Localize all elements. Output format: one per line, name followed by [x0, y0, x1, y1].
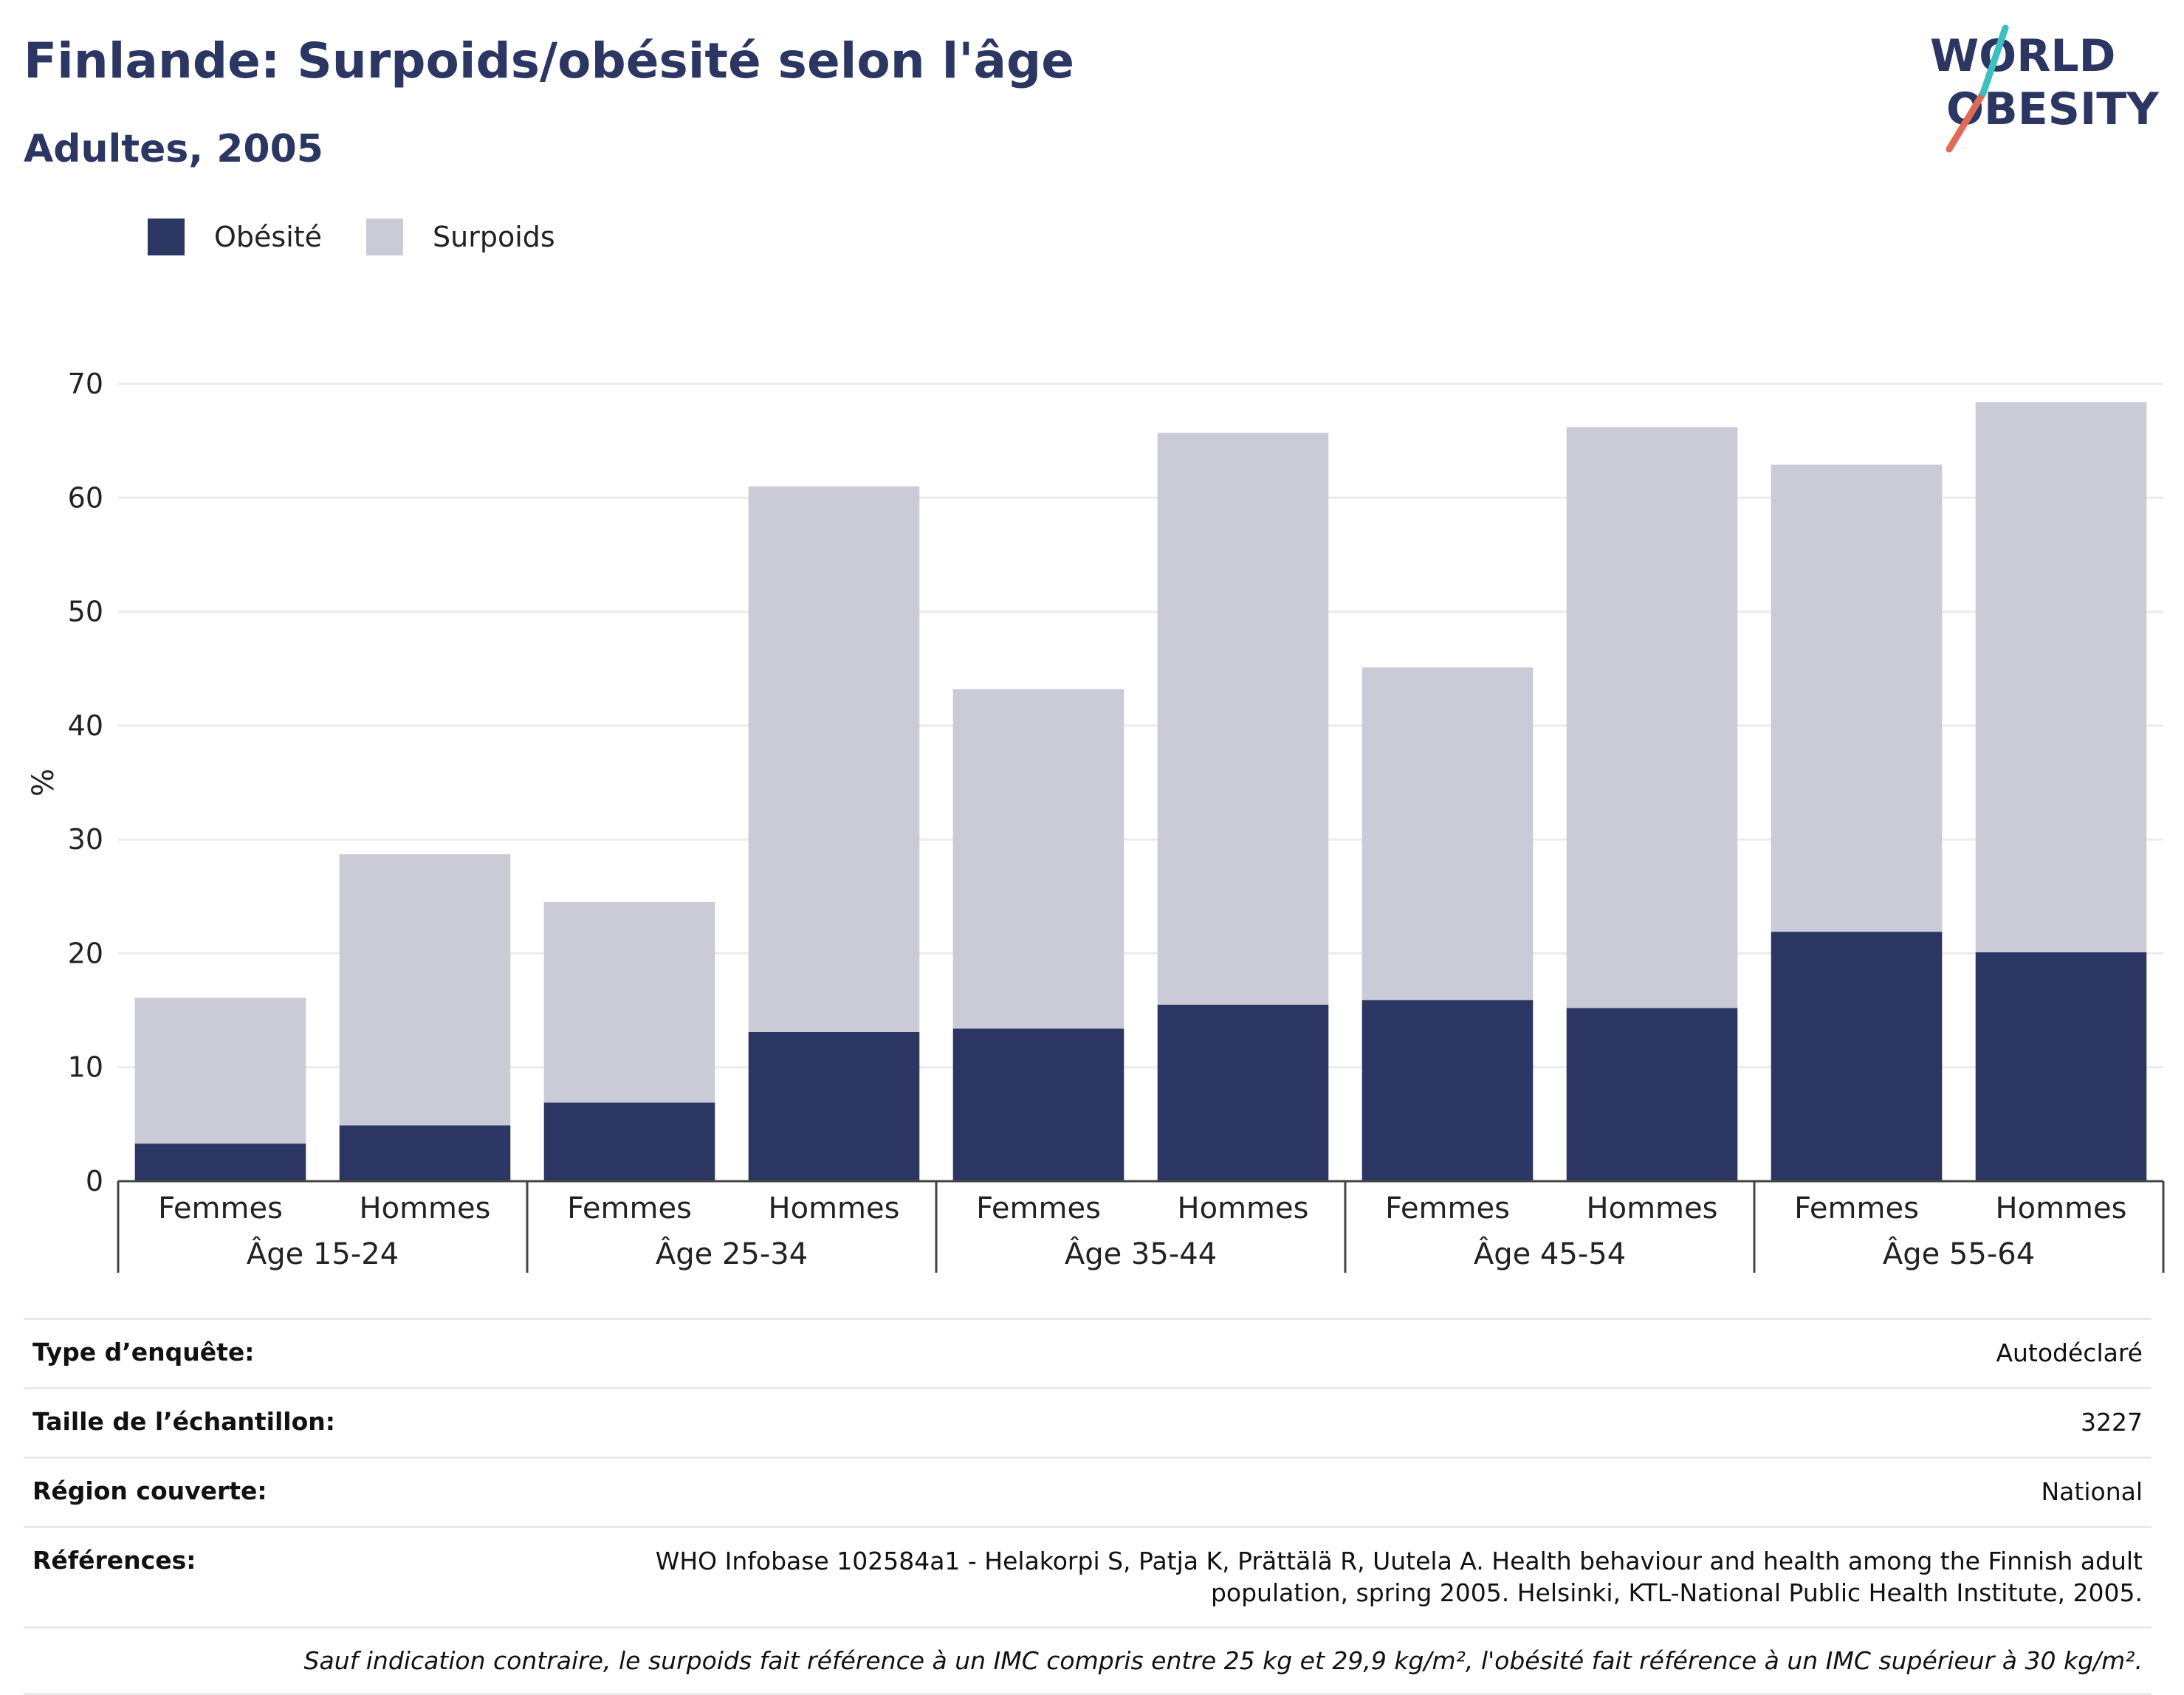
group-label: Âge 25-34: [656, 1236, 808, 1271]
x-tick-label: Hommes: [1587, 1192, 1718, 1225]
info-row-note: Sauf indication contraire, le surpoids f…: [24, 1626, 2152, 1695]
bar-surpoids-4: [952, 689, 1124, 1029]
x-tick-label: Hommes: [360, 1192, 491, 1225]
bar-obesite-1: [339, 1125, 511, 1181]
legend-label-surpoids: Surpoids: [433, 221, 555, 253]
bar-obesite-7: [1566, 1008, 1738, 1181]
sample-size-label: Taille de l’échantillon:: [32, 1406, 335, 1436]
survey-type-value: Autodéclaré: [1996, 1338, 2143, 1367]
y-tick-label: 40: [68, 709, 103, 742]
chart-subtitle: Adultes, 2005: [24, 127, 323, 171]
bar-obesite-0: [134, 1144, 306, 1181]
bar-obesite-6: [1361, 1000, 1534, 1181]
chart-title: Finlande: Surpoids/obésité selon l'âge: [24, 32, 1075, 89]
bar-obesite-8: [1771, 932, 1943, 1181]
x-tick-label: Femmes: [158, 1192, 283, 1225]
x-tick-label: Hommes: [1996, 1192, 2127, 1225]
y-axis-label: %: [27, 769, 61, 797]
bar-obesite-2: [543, 1102, 715, 1181]
group-label: Âge 15-24: [247, 1236, 399, 1271]
group-label: Âge 55-64: [1883, 1236, 2035, 1271]
bar-obesite-9: [1975, 952, 2147, 1181]
footnote: Sauf indication contraire, le surpoids f…: [303, 1646, 2143, 1676]
info-row-sample-size: Taille de l’échantillon: 3227: [24, 1386, 2152, 1457]
bar-surpoids-5: [1157, 433, 1329, 1005]
bar-obesite-4: [952, 1028, 1124, 1181]
y-tick-label: 30: [68, 823, 103, 856]
x-tick-label: Hommes: [769, 1192, 900, 1225]
info-row-region: Région couverte: National: [24, 1456, 2152, 1526]
chart-legend: Obésité Surpoids: [148, 219, 600, 255]
info-row-survey-type: Type d’enquête: Autodéclaré: [24, 1318, 2152, 1387]
legend-label-obesite: Obésité: [214, 221, 323, 253]
legend-swatch-surpoids: [366, 219, 404, 255]
bar-surpoids-1: [339, 854, 511, 1126]
world-obesity-logo: WORLD OBESITY: [1930, 24, 2160, 153]
bar-surpoids-6: [1361, 667, 1534, 1000]
legend-item-obesite[interactable]: Obésité: [148, 219, 322, 255]
y-tick-label: 0: [86, 1165, 103, 1197]
x-tick-label: Femmes: [1794, 1192, 1919, 1225]
survey-type-label: Type d’enquête:: [32, 1338, 255, 1366]
region-label: Région couverte:: [32, 1476, 267, 1505]
logo-line1: WORLD: [1930, 30, 2115, 82]
bar-surpoids-7: [1566, 427, 1738, 1008]
legend-item-surpoids[interactable]: Surpoids: [366, 219, 555, 255]
bar-surpoids-9: [1975, 402, 2147, 952]
logo-slash-coral: [1946, 89, 1987, 153]
y-tick-label: 70: [68, 368, 103, 400]
x-tick-label: Femmes: [1385, 1192, 1510, 1225]
y-tick-label: 20: [68, 937, 103, 969]
bar-obesite-5: [1157, 1004, 1329, 1181]
bar-surpoids-0: [134, 997, 306, 1144]
y-tick-label: 60: [68, 481, 103, 514]
bar-surpoids-2: [543, 902, 715, 1103]
bar-surpoids-8: [1771, 464, 1943, 932]
group-label: Âge 45-54: [1474, 1236, 1626, 1271]
logo-slash-teal: [1979, 24, 2009, 97]
y-tick-label: 50: [68, 596, 103, 628]
references-value: WHO Infobase 102584a1 - Helakorpi S, Pat…: [655, 1546, 2143, 1607]
y-tick-label: 10: [68, 1051, 103, 1084]
group-label: Âge 35-44: [1065, 1236, 1217, 1271]
x-tick-label: Femmes: [976, 1192, 1101, 1225]
region-value: National: [2041, 1476, 2143, 1506]
sample-size-value: 3227: [2081, 1407, 2143, 1437]
x-tick-label: Femmes: [567, 1192, 692, 1225]
logo-line2: OBESITY: [1946, 83, 2160, 135]
bar-obesite-3: [748, 1031, 920, 1181]
x-tick-label: Hommes: [1178, 1192, 1309, 1225]
stacked-bar-chart: 0 10 20 30 40 50 60 70% Femmes Hommes Femmes Hommes…: [27, 368, 2165, 1273]
legend-swatch-obesite: [148, 219, 185, 255]
info-table: Type d’enquête: Autodéclaré Taille de l’…: [24, 1318, 2152, 1695]
bar-surpoids-3: [748, 486, 920, 1032]
info-row-references: Références: WHO Infobase 102584a1 - Hela…: [24, 1525, 2152, 1627]
references-label: Références:: [32, 1545, 196, 1575]
